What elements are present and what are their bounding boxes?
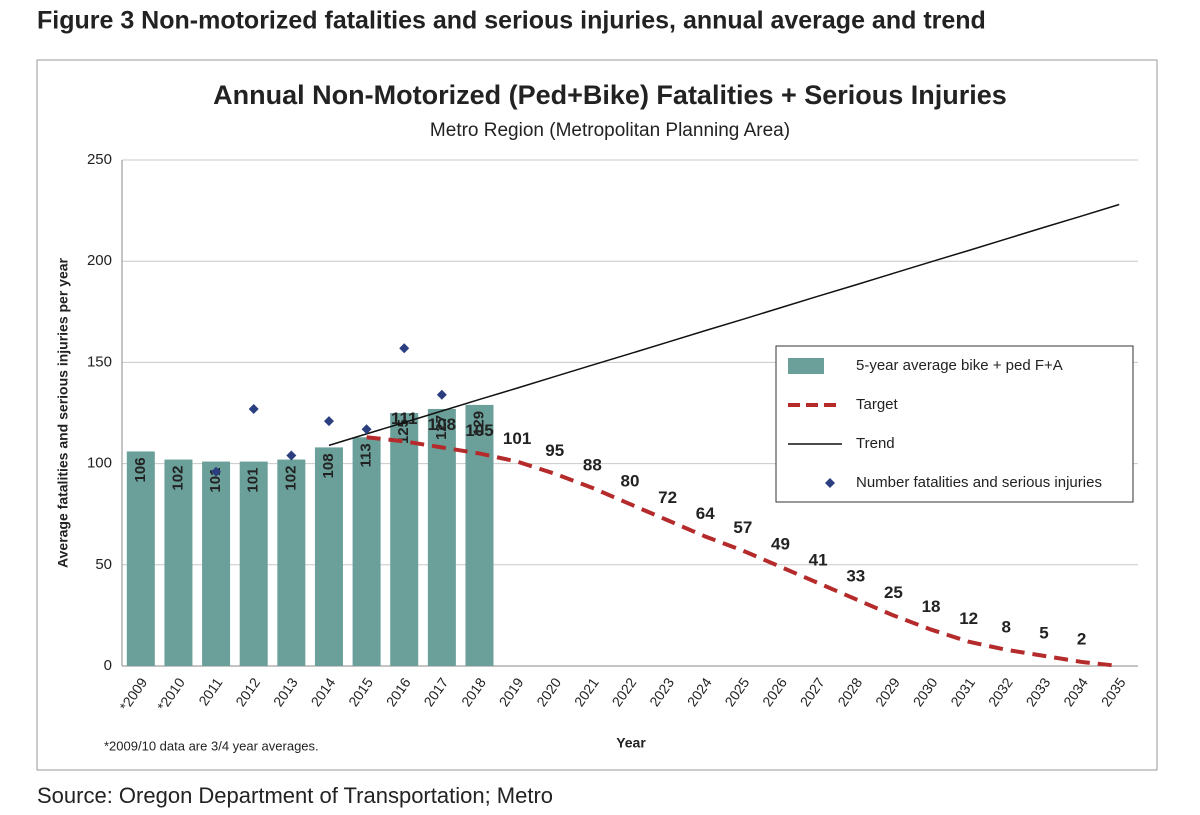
target-label: 72 [658, 488, 677, 507]
target-line [366, 435, 1120, 668]
scatter-point [286, 450, 297, 461]
legend-box [775, 345, 1134, 503]
bar-label: 102 [169, 466, 186, 491]
target-label: 18 [922, 597, 941, 616]
target-label: 64 [696, 504, 715, 523]
target-label: 12 [959, 609, 978, 628]
target-label: 105 [465, 421, 493, 440]
scatter-point [248, 403, 259, 414]
scatter-point [436, 389, 447, 400]
bar-label: 108 [320, 453, 337, 478]
bar-label: 129 [470, 411, 487, 436]
y-axis-label: Average fatalities and serious injuries … [55, 257, 71, 568]
y-tick-label: 150 [87, 353, 112, 370]
trend-line [328, 203, 1120, 447]
target-label: 25 [884, 583, 903, 602]
bar [352, 437, 381, 666]
y-tick-label: 100 [87, 455, 112, 472]
target-label: 57 [733, 518, 752, 537]
footnote: *2009/10 data are 3/4 year averages. [104, 738, 319, 753]
y-tick-label: 250 [87, 151, 112, 168]
figure-title: Figure 3 Non-motorized fatalities and se… [37, 7, 986, 35]
bar-label: 125 [395, 419, 412, 444]
target-label: 2 [1077, 629, 1086, 648]
legend-label: 5-year average bike + ped F+A [856, 357, 1063, 374]
legend-label: Target [856, 396, 899, 413]
source: Source: Oregon Department of Transportat… [37, 783, 553, 808]
legend-swatch [788, 358, 824, 374]
target-label: 88 [583, 455, 602, 474]
legend-label: Number fatalities and serious injuries [856, 474, 1102, 491]
scatter-point [211, 466, 222, 477]
bar-label: 102 [282, 466, 299, 491]
bar-label: 106 [132, 457, 149, 482]
target-label: 8 [1002, 617, 1011, 636]
bar [314, 447, 343, 666]
target-label: 33 [846, 567, 865, 586]
bar-label: 113 [358, 443, 375, 467]
scatter-point [323, 416, 334, 427]
target-label: 111 [391, 409, 418, 428]
bar [465, 404, 494, 666]
bar [164, 459, 193, 666]
target-label: 49 [771, 534, 790, 553]
scatter-point [361, 424, 372, 435]
target-label: 95 [545, 441, 564, 460]
x-axis-label: Year [616, 735, 646, 751]
target-label: 41 [809, 551, 828, 570]
target-label: 108 [428, 415, 456, 434]
legend-swatch [825, 478, 835, 488]
bar-label: 101 [245, 468, 262, 493]
scatter-point [399, 343, 410, 354]
y-tick-label: 0 [104, 657, 112, 674]
bar [126, 451, 155, 666]
bar [390, 413, 419, 666]
chart-subtitle: Metro Region (Metropolitan Planning Area… [430, 120, 790, 141]
y-tick-label: 200 [87, 252, 112, 269]
target-label: 80 [621, 472, 640, 491]
target-label: 101 [503, 429, 531, 448]
bar [239, 461, 268, 666]
y-tick-label: 50 [95, 556, 112, 573]
bar-label: 101 [207, 468, 224, 493]
bar [427, 408, 456, 666]
bar [277, 459, 306, 666]
bar-label: 127 [433, 415, 450, 440]
target-label: 5 [1039, 623, 1048, 642]
bar [202, 461, 231, 666]
legend-label: Trend [856, 435, 895, 452]
chart-title: Annual Non-Motorized (Ped+Bike) Fataliti… [213, 80, 1007, 110]
